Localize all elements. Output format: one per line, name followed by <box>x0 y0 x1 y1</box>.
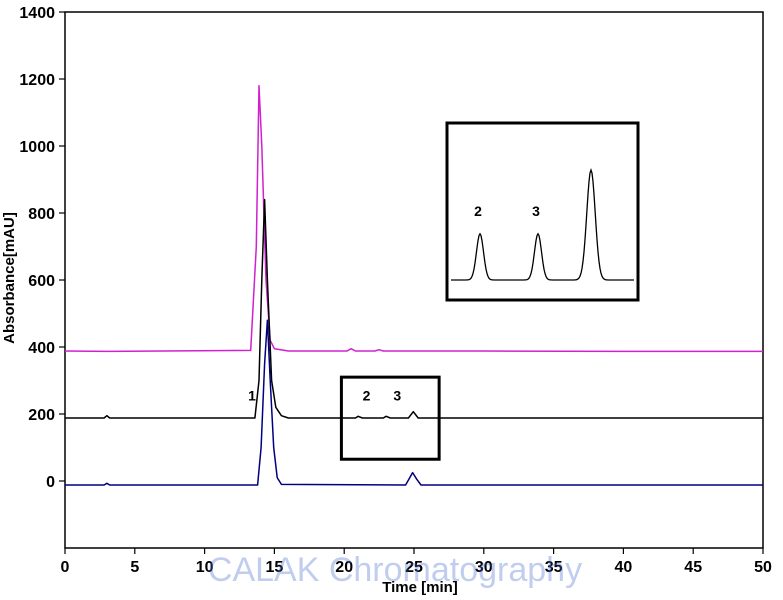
y-tick-label: 400 <box>28 340 55 357</box>
y-axis-label: Absorbance[mAU] <box>1 212 18 344</box>
x-tick-label: 20 <box>335 559 353 576</box>
y-tick-label: 200 <box>28 407 55 424</box>
y-tick-label: 800 <box>28 206 55 223</box>
inset-frame <box>445 121 640 302</box>
series-layer <box>64 84 763 486</box>
x-axis-label: Time [min] <box>382 579 458 596</box>
series-line-1 <box>64 84 763 353</box>
zoom-region-box <box>339 375 441 461</box>
series-line-2 <box>65 198 763 419</box>
peak-label-2: 2 <box>363 388 371 404</box>
plot-axes: 0 5 10 15 20 25 30 35 40 45 50 0 200 400 600 800 1000 120… <box>19 5 772 576</box>
x-tick-label: 15 <box>266 559 284 576</box>
x-tick-label: 0 <box>61 559 70 576</box>
x-tick-label: 35 <box>545 559 563 576</box>
y-tick-label: 1400 <box>19 5 55 22</box>
y-tick-label: 0 <box>46 474 55 491</box>
inset-peak-label-3: 3 <box>532 203 540 219</box>
watermark: CALAK Chromatography <box>208 551 582 589</box>
y-tick-label: 1200 <box>19 72 55 89</box>
x-tick-label: 10 <box>196 559 214 576</box>
x-tick-label: 25 <box>405 559 423 576</box>
x-tick-label: 30 <box>475 559 493 576</box>
y-tick-label: 600 <box>28 273 55 290</box>
inset-peak-label-2: 2 <box>474 203 482 219</box>
x-tick-label: 50 <box>754 559 772 576</box>
inset-trace <box>451 167 634 281</box>
x-tick-label: 40 <box>615 559 633 576</box>
y-tick-label: 1000 <box>19 139 55 156</box>
annotation-layer: 1 2 3 <box>248 375 441 461</box>
plot-frame <box>64 11 764 549</box>
x-tick-label: 45 <box>684 559 702 576</box>
peak-label-1: 1 <box>248 388 256 404</box>
x-tick-label: 5 <box>130 559 139 576</box>
peak-label-3: 3 <box>393 388 401 404</box>
series-line-3 <box>65 319 763 486</box>
